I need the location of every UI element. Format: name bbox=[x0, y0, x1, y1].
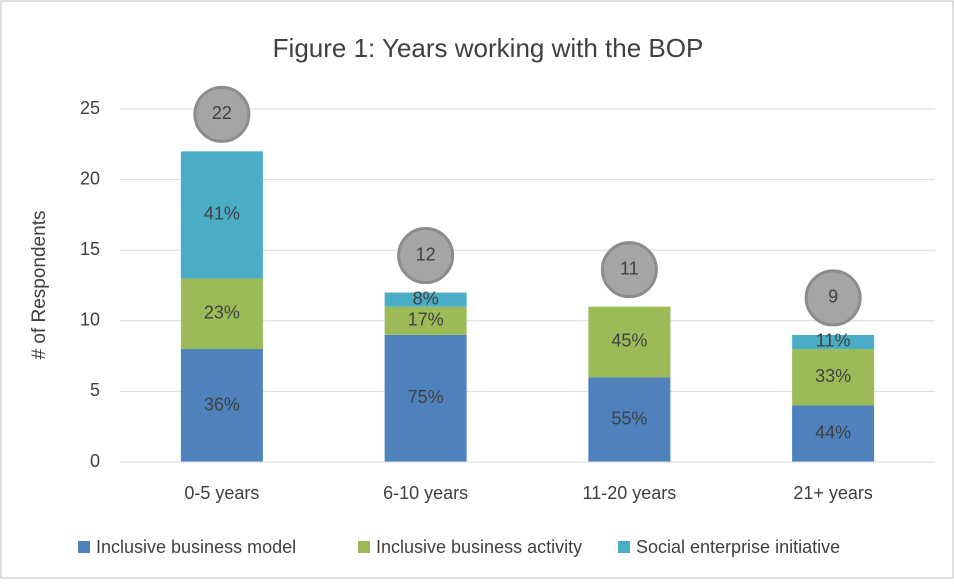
bar-segment bbox=[384, 306, 467, 335]
y-tick-label: 5 bbox=[90, 380, 100, 400]
total-label: 11 bbox=[620, 258, 639, 278]
legend-swatch bbox=[358, 541, 370, 553]
total-bubble bbox=[804, 269, 862, 327]
bar-segment bbox=[180, 278, 263, 350]
data-label: 23% bbox=[204, 302, 240, 322]
y-axis-label: # of Respondents bbox=[29, 211, 50, 360]
total-bubble bbox=[397, 227, 455, 285]
legend-swatch bbox=[78, 541, 90, 553]
bar-segment bbox=[588, 377, 671, 462]
legend-label: Social enterprise initiative bbox=[636, 537, 840, 557]
x-tick-label: 0-5 years bbox=[184, 483, 259, 503]
y-tick-label: 20 bbox=[80, 168, 100, 188]
legend-swatch bbox=[618, 541, 630, 553]
data-label: 75% bbox=[408, 387, 444, 407]
bar-segment bbox=[180, 349, 263, 462]
total-label: 9 bbox=[828, 287, 838, 307]
bar-segment bbox=[792, 349, 875, 406]
data-label: 17% bbox=[408, 310, 444, 330]
total-bubble bbox=[193, 85, 251, 143]
data-label: 55% bbox=[611, 408, 647, 428]
data-label: 8% bbox=[413, 288, 439, 308]
bar-segment bbox=[180, 151, 263, 279]
data-label: 36% bbox=[204, 394, 240, 414]
y-tick-label: 10 bbox=[80, 310, 100, 330]
y-tick-label: 25 bbox=[80, 98, 100, 118]
legend-label: Inclusive business activity bbox=[376, 537, 582, 557]
data-label: 44% bbox=[815, 423, 851, 443]
bar-segment bbox=[792, 405, 875, 462]
bar-segment bbox=[792, 334, 875, 350]
x-tick-label: 6-10 years bbox=[383, 483, 468, 503]
x-tick-label: 11-20 years bbox=[583, 483, 677, 503]
bar-segment bbox=[384, 334, 467, 462]
chart-title: Figure 1: Years working with the BOP bbox=[273, 33, 704, 63]
legend-label: Inclusive business model bbox=[96, 537, 296, 557]
x-tick-label: 21+ years bbox=[793, 483, 873, 503]
y-tick-label: 0 bbox=[90, 451, 100, 471]
data-label: 41% bbox=[204, 204, 240, 224]
total-bubble bbox=[600, 241, 658, 299]
data-label: 33% bbox=[815, 366, 851, 386]
total-label: 22 bbox=[212, 103, 232, 123]
bar-segment bbox=[588, 306, 671, 378]
data-label: 11% bbox=[816, 331, 851, 351]
data-label: 45% bbox=[611, 331, 647, 351]
total-label: 12 bbox=[416, 244, 436, 264]
bar-segment bbox=[384, 292, 467, 307]
y-tick-label: 15 bbox=[80, 239, 100, 259]
